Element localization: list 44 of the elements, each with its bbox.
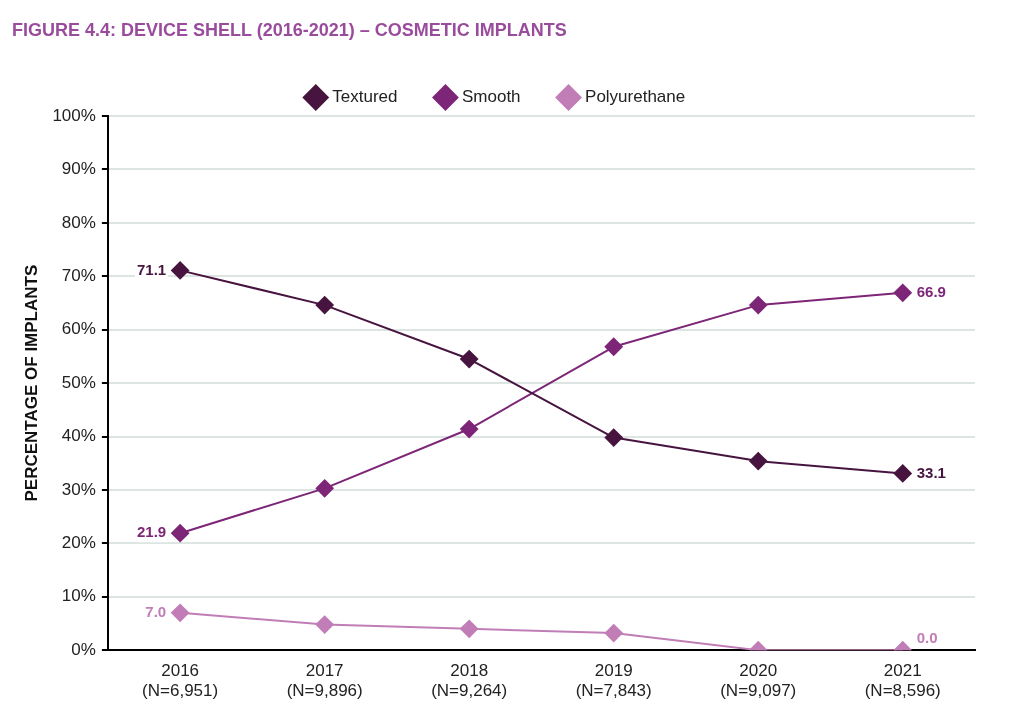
y-tick-label: 60% <box>61 319 96 339</box>
data-label: 33.1 <box>916 463 946 481</box>
point <box>749 296 768 315</box>
data-label: 21.9 <box>136 523 167 541</box>
y-tick-label: 40% <box>61 426 96 446</box>
y-tick-label: 80% <box>61 212 96 232</box>
legend-label: Polyurethane <box>585 87 686 107</box>
point <box>460 619 479 638</box>
data-label: 71.1 <box>136 260 167 278</box>
point <box>171 603 190 622</box>
x-tick-label: 2018 (N=9,264) <box>431 661 508 701</box>
point <box>460 420 479 439</box>
legend-label: Smooth <box>461 87 521 107</box>
point <box>604 337 623 356</box>
point <box>604 624 623 643</box>
point <box>460 350 479 369</box>
point <box>315 479 334 498</box>
y-tick-label: 30% <box>61 479 96 499</box>
y-tick-label: 0% <box>71 639 96 659</box>
y-tick-label: 90% <box>61 159 96 179</box>
legend-label: Textured <box>332 87 398 107</box>
point <box>315 296 334 315</box>
y-tick-label: 10% <box>61 586 96 606</box>
x-tick-label: 2017 (N=9,896) <box>286 661 363 701</box>
x-tick-label: 2021 (N=8,596) <box>864 661 941 701</box>
y-tick-label: 50% <box>61 372 96 392</box>
y-tick-label: 100% <box>52 105 96 125</box>
point <box>171 524 190 543</box>
point <box>893 464 912 483</box>
chart-title: FIGURE 4.4: DEVICE SHELL (2016-2021) – COSMETIC IMPLANTS <box>11 19 568 42</box>
x-tick-label: 2016 (N=6,951) <box>142 661 219 701</box>
y-tick-label: 70% <box>61 265 96 285</box>
point <box>604 428 623 447</box>
point <box>749 452 768 471</box>
x-tick-label: 2020 (N=9,097) <box>720 661 797 701</box>
point <box>171 261 190 280</box>
point <box>893 283 912 302</box>
point <box>315 615 334 634</box>
y-axis-title: PERCENTAGE OF IMPLANTS <box>21 264 41 502</box>
data-label: 0.0 <box>916 629 938 647</box>
data-label: 66.9 <box>916 282 946 300</box>
data-label: 7.0 <box>145 602 167 620</box>
x-tick-label: 2019 (N=7,843) <box>575 661 652 701</box>
y-tick-label: 20% <box>61 533 96 553</box>
